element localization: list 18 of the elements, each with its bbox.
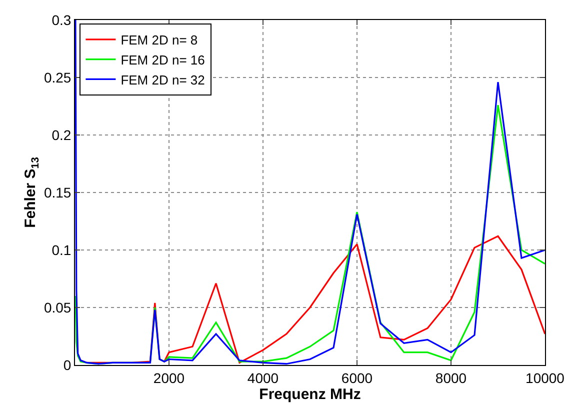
legend-label: FEM 2D n= 8 [120,32,198,48]
x-tick-label: 10000 [526,370,565,386]
line-series [75,20,545,365]
x-tick-label: 2000 [153,370,185,386]
y-tick-label: 0.3 [52,12,72,28]
y-tick-label: 0.15 [44,184,72,200]
y-tick-label: 0.25 [44,69,72,86]
line-series [75,104,545,365]
legend-label: FEM 2D n= 16 [120,52,205,68]
y-tick-label: 0.1 [52,242,72,258]
y-tick-label: 0.05 [44,299,72,316]
x-tick-label: 4000 [247,370,279,386]
legend-label: FEM 2D n= 32 [120,72,205,88]
y-tick-label: 0 [63,356,72,373]
x-tick-label: 6000 [341,370,373,386]
x-tick-label: 8000 [435,370,467,386]
x-axis-title: Frequenz MHz [259,386,361,403]
y-tick-label: 0.2 [52,126,72,143]
